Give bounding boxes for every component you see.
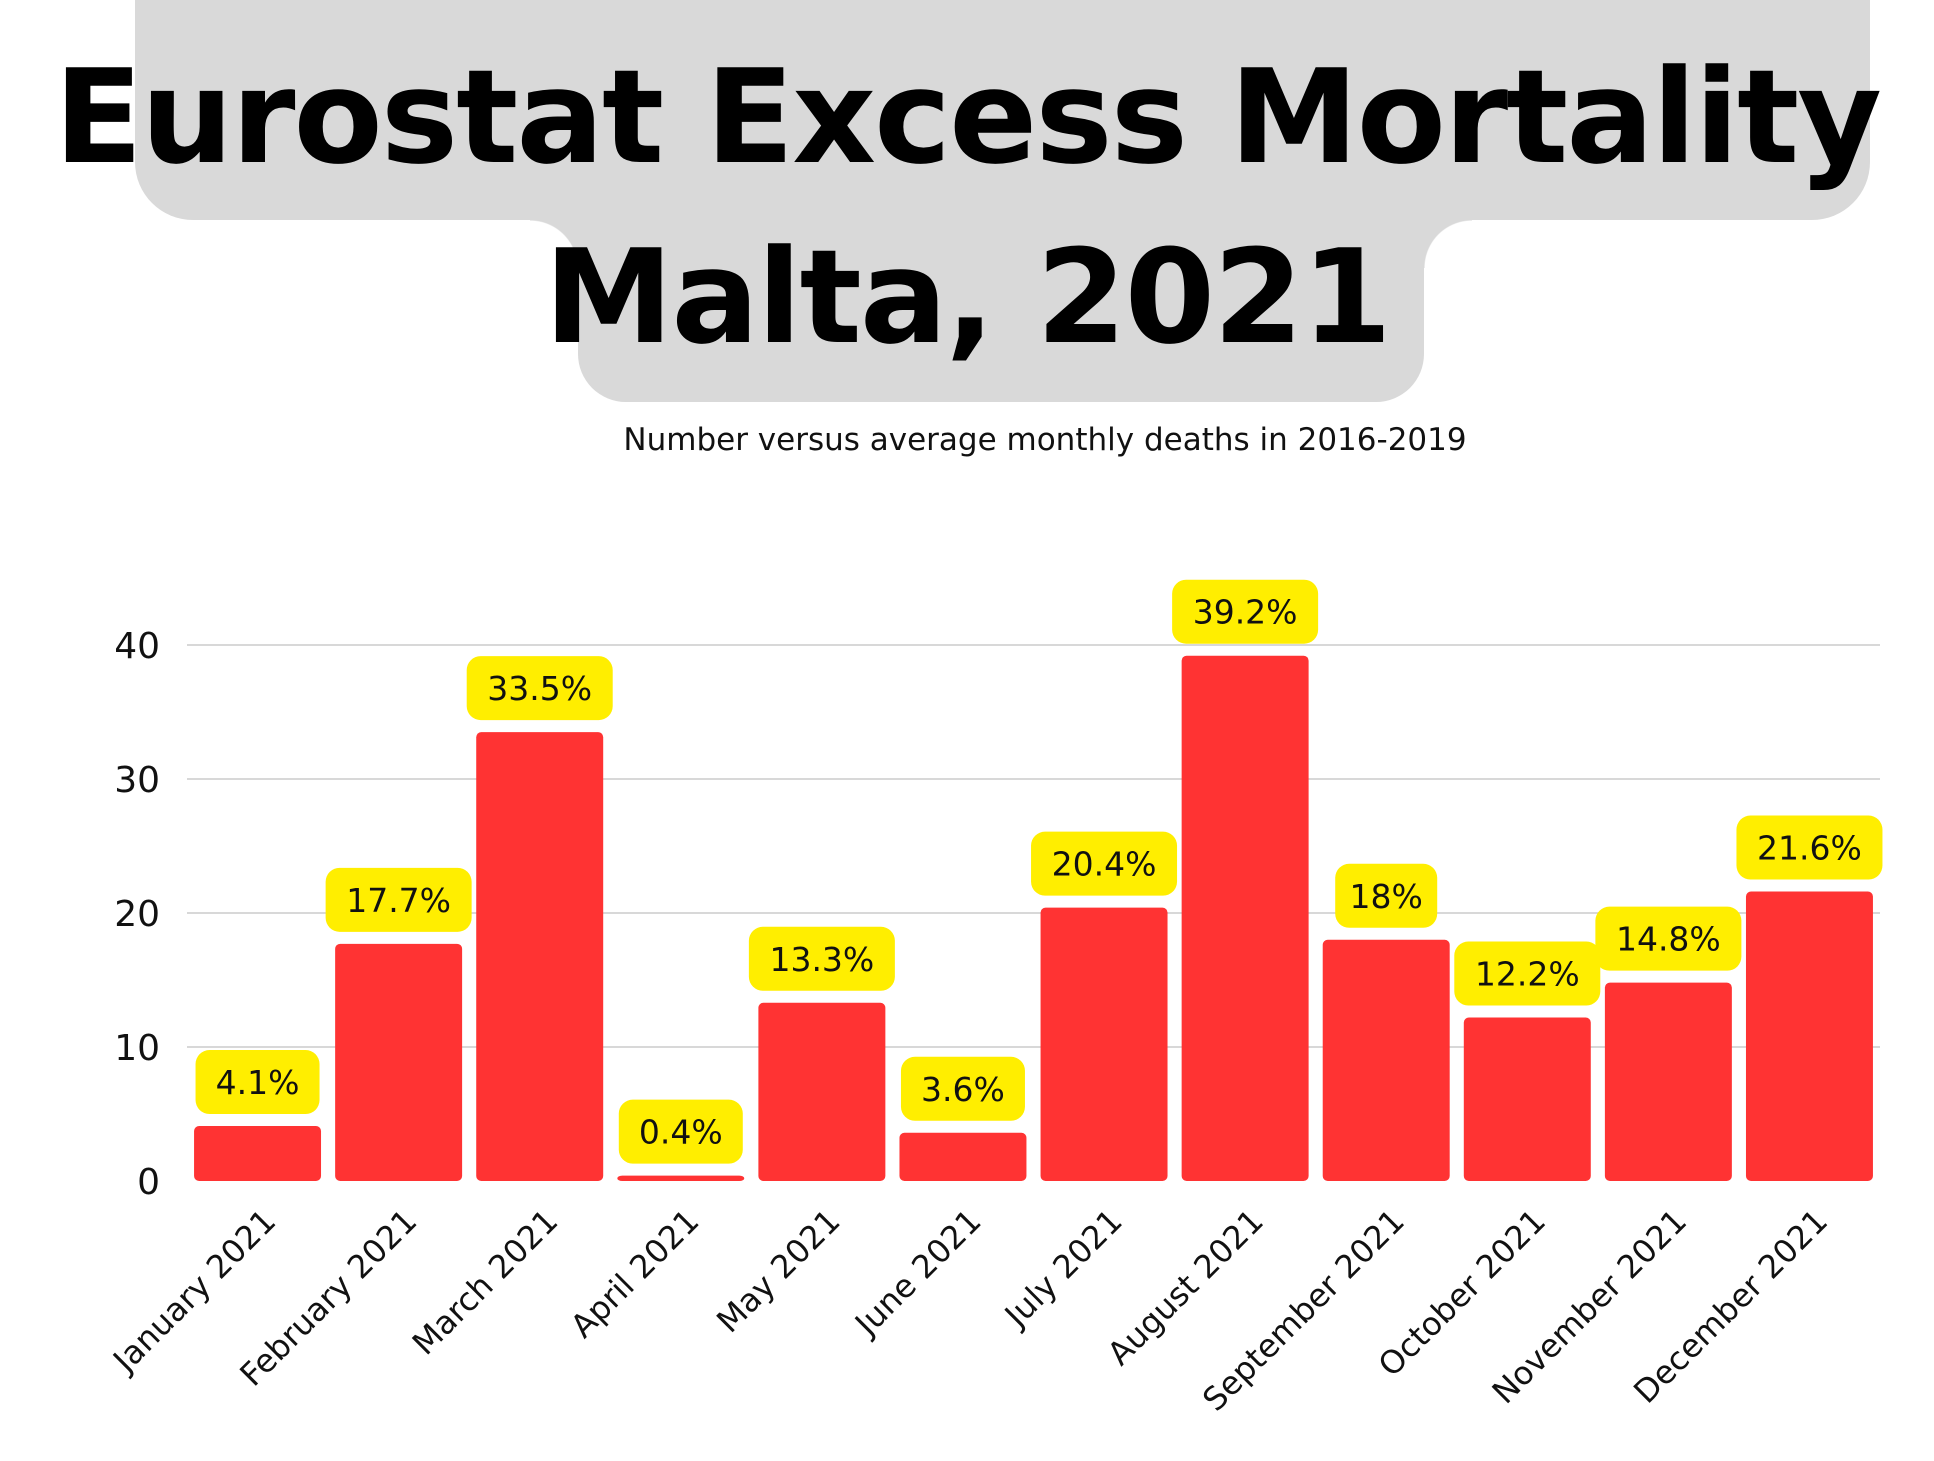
title-banner-corner-right <box>1424 220 1472 268</box>
value-label-badge <box>748 926 895 991</box>
value-label-badge <box>1031 831 1178 896</box>
bar <box>758 1002 886 1181</box>
title-banner-corner-left <box>530 220 578 268</box>
value-label: 0.4% <box>639 1113 723 1152</box>
x-tick-label: March 2021 <box>405 1202 566 1363</box>
value-label-badge <box>1454 941 1601 1006</box>
bar <box>1604 982 1732 1181</box>
bar <box>1745 891 1873 1181</box>
bar <box>194 1126 322 1181</box>
value-label-badge <box>195 1050 320 1115</box>
value-label-badge <box>325 867 472 932</box>
bar <box>1181 655 1309 1181</box>
value-label-badge <box>1595 906 1742 971</box>
y-tick-label: 20 <box>114 894 160 935</box>
bar <box>335 943 463 1181</box>
value-label: 4.1% <box>216 1063 300 1102</box>
value-label-badge <box>1172 579 1319 644</box>
value-label-badge <box>900 1056 1025 1121</box>
bar <box>617 1175 745 1181</box>
value-label: 18% <box>1350 877 1423 916</box>
bar <box>1040 907 1168 1181</box>
value-label: 20.4% <box>1052 845 1157 884</box>
value-label-badge <box>466 656 613 721</box>
y-tick-label: 0 <box>137 1162 160 1203</box>
bar <box>1322 939 1450 1181</box>
x-tick-label: July 2021 <box>996 1202 1130 1336</box>
value-label: 14.8% <box>1616 920 1721 959</box>
x-tick-label: June 2021 <box>846 1202 988 1344</box>
value-label: 21.6% <box>1757 829 1862 868</box>
value-label: 33.5% <box>487 669 592 708</box>
value-label-badge <box>1335 863 1438 928</box>
value-label-badge <box>1736 815 1883 880</box>
value-label: 12.2% <box>1475 955 1580 994</box>
title-banner-bottom <box>578 170 1424 402</box>
bar <box>1463 1017 1591 1181</box>
chart-title-line-2: Malta, 2021 <box>544 221 1392 373</box>
value-label: 3.6% <box>921 1070 1005 1109</box>
value-label: 39.2% <box>1193 593 1298 632</box>
y-tick-label: 10 <box>114 1028 160 1069</box>
chart-title-line-1: Eurostat Excess Mortality <box>54 41 1882 193</box>
y-tick-label: 40 <box>114 626 160 667</box>
value-label: 17.7% <box>346 881 451 920</box>
y-tick-label: 30 <box>114 760 160 801</box>
bar <box>899 1132 1027 1181</box>
value-label: 13.3% <box>769 940 874 979</box>
chart-subtitle: Number versus average monthly deaths in … <box>623 422 1467 458</box>
x-tick-label: April 2021 <box>563 1202 706 1345</box>
x-tick-label: May 2021 <box>709 1202 847 1340</box>
value-label-badge <box>618 1099 743 1164</box>
bar <box>476 732 604 1181</box>
